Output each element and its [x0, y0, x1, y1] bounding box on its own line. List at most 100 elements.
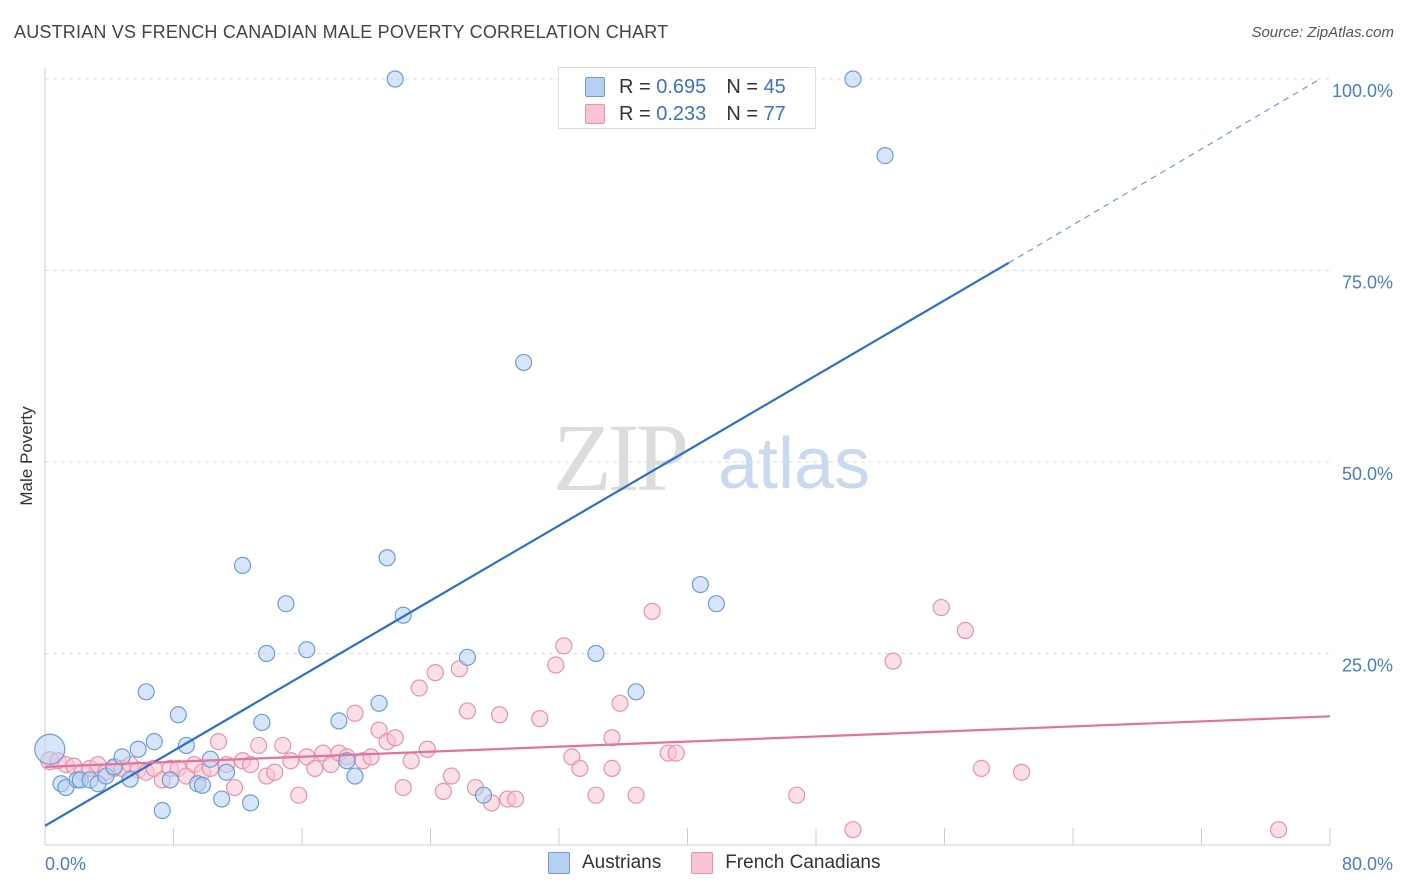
french-legend-label: French Canadians	[725, 852, 881, 873]
y-tick-label: 50.0%	[1342, 464, 1393, 484]
austrians-trend-line	[44, 261, 1010, 827]
x-tick-label-min: 0.0%	[45, 854, 86, 874]
series-legend: Austrians French Canadians	[548, 852, 910, 874]
legend-row-austrians: R = 0.695 N = 45	[585, 74, 786, 100]
french-canadians-point	[362, 748, 380, 766]
austrians-legend-swatch	[548, 852, 570, 874]
austrians-points	[34, 70, 894, 820]
french-canadians-point	[571, 759, 589, 778]
austrians-point	[129, 740, 147, 758]
french-canadians-point	[788, 786, 806, 804]
french-canadians-point	[290, 786, 308, 804]
stats-legend: R = 0.695 N = 45 R = 0.233 N = 77	[558, 67, 816, 129]
austrians-point	[330, 712, 348, 730]
austrians-point	[338, 752, 356, 770]
french-canadians-point	[587, 786, 605, 804]
austrians-point	[253, 713, 271, 732]
french-canadians-point	[884, 652, 902, 670]
french-canadians-point	[410, 679, 428, 697]
austrians-point	[242, 794, 260, 812]
french-canadians-point	[611, 694, 629, 712]
legend-item-austrians[interactable]: Austrians	[548, 852, 661, 874]
austrians-point	[346, 767, 364, 785]
french-canadians-point	[250, 736, 268, 755]
x-tick-label-max: 80.0%	[1342, 854, 1393, 874]
austrians-point	[386, 70, 404, 88]
austrians-point	[277, 595, 295, 613]
austrians-point	[121, 770, 139, 788]
french-canadians-point	[266, 763, 284, 781]
austrians-point	[193, 776, 212, 794]
austrians-point	[161, 771, 179, 789]
french-canadians-point	[507, 790, 525, 808]
french-legend-swatch	[691, 852, 714, 874]
austrians-r-value: 0.695	[656, 75, 707, 98]
chart-title: AUSTRIAN VS FRENCH CANADIAN MALE POVERTY…	[14, 22, 669, 42]
french-canadians-point	[531, 710, 549, 728]
austrians-point	[370, 694, 388, 712]
n-label: N =	[726, 75, 758, 98]
austrians-point	[298, 641, 316, 659]
french-canadians-point	[434, 782, 452, 800]
y-tick-label: 25.0%	[1342, 656, 1393, 676]
r-label: R =	[619, 102, 651, 125]
austrians-point	[458, 648, 477, 666]
french-canadians-point	[490, 706, 509, 724]
french-canadians-point	[603, 729, 621, 747]
french-canadians-point	[209, 732, 228, 751]
french-canadians-point	[844, 821, 862, 839]
austrians-legend-label: Austrians	[582, 852, 662, 873]
french-canadians-point	[643, 602, 661, 620]
austrians-n-value: 45	[763, 75, 786, 98]
french-canadians-point	[306, 759, 324, 778]
austrians-point	[213, 790, 231, 808]
watermark-zip: ZIP	[553, 404, 686, 511]
french-canadians-point	[458, 702, 477, 720]
french-canadians-point	[402, 752, 420, 770]
n-label: N =	[726, 102, 758, 125]
austrians-point	[876, 147, 894, 165]
french-n-value: 77	[763, 102, 786, 125]
austrians-point	[474, 786, 493, 804]
austrians-point	[587, 644, 605, 663]
french-canadians-point	[346, 704, 364, 722]
french-canadians-point	[547, 656, 565, 674]
austrians-point	[34, 733, 66, 765]
austrians-point	[707, 595, 726, 613]
watermark: ZIP atlas	[553, 404, 870, 511]
austrians-point	[153, 801, 171, 820]
legend-item-french[interactable]: French Canadians	[691, 852, 880, 874]
french-canadians-point	[667, 744, 685, 762]
r-label: R =	[619, 75, 651, 98]
austrians-point	[113, 748, 131, 766]
trend-lines	[44, 78, 1331, 827]
austrians-point	[137, 683, 155, 701]
austrians-point	[233, 556, 252, 575]
french-canadians-point	[442, 767, 460, 785]
french-canadians-point	[627, 786, 645, 804]
french-canadians-point	[274, 736, 292, 755]
french-canadians-trend-line	[44, 715, 1331, 768]
source-label: Source: ZipAtlas.com	[1251, 24, 1394, 41]
austrians-point	[145, 732, 163, 751]
french-canadians-point	[386, 729, 404, 747]
austrians-point	[844, 70, 862, 88]
french-canadians-point	[1012, 763, 1031, 781]
french-canadians-point	[418, 740, 436, 758]
watermark-atlas: atlas	[718, 424, 870, 504]
legend-row-french: R = 0.233 N = 77	[585, 101, 786, 127]
austrians-point	[258, 644, 276, 663]
austrians-trend-extension	[1008, 78, 1321, 264]
french-canadians-point	[426, 664, 444, 682]
austrians-point	[515, 353, 533, 372]
austrians-swatch	[585, 77, 605, 97]
french-canadians-point	[225, 778, 244, 797]
austrians-point	[217, 763, 236, 781]
french-canadians-point	[1269, 821, 1288, 839]
french-canadians-point	[282, 752, 300, 770]
austrians-point	[627, 683, 645, 701]
french-swatch	[585, 104, 605, 124]
french-canadians-point	[603, 759, 621, 778]
austrians-point	[169, 706, 187, 724]
